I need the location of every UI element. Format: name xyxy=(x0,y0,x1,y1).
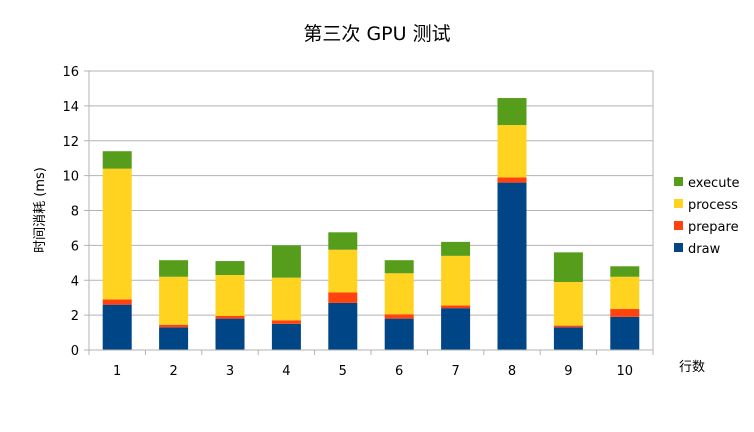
y-tick-label: 10 xyxy=(62,170,79,185)
x-tick-label: 8 xyxy=(508,364,516,379)
x-tick-label: 5 xyxy=(339,364,347,379)
bar-execute-4 xyxy=(271,245,301,278)
bar-process-2 xyxy=(159,276,189,325)
bar-process-9 xyxy=(553,281,583,326)
bar-execute-5 xyxy=(328,232,358,250)
bar-execute-10 xyxy=(610,266,640,277)
x-tick-label: 1 xyxy=(113,364,121,379)
y-axis-label: 时间消耗 (ms) xyxy=(33,167,48,253)
bar-execute-8 xyxy=(497,98,527,126)
bar-draw-3 xyxy=(215,318,245,350)
bar-execute-2 xyxy=(159,260,189,277)
bar-prepare-7 xyxy=(441,305,471,309)
bar-process-3 xyxy=(215,275,245,316)
bar-draw-7 xyxy=(441,308,471,350)
bar-process-5 xyxy=(328,249,358,293)
legend-swatch-process xyxy=(674,199,683,208)
bar-draw-1 xyxy=(102,304,132,350)
x-tick-label: 6 xyxy=(395,364,403,379)
bar-prepare-9 xyxy=(553,325,583,328)
x-tick-label: 9 xyxy=(564,364,572,379)
legend-label-process: process xyxy=(688,198,738,213)
x-tick-label: 7 xyxy=(451,364,459,379)
bar-draw-5 xyxy=(328,302,358,350)
bar-draw-6 xyxy=(384,318,414,350)
bar-draw-10 xyxy=(610,316,640,350)
y-tick-label: 12 xyxy=(62,135,79,150)
bar-execute-3 xyxy=(215,261,245,276)
bar-process-4 xyxy=(271,277,301,321)
bar-process-10 xyxy=(610,276,640,310)
bar-prepare-1 xyxy=(102,299,132,305)
chart-title: 第三次 GPU 测试 xyxy=(303,23,450,45)
bar-prepare-8 xyxy=(497,177,527,183)
legend-swatch-execute xyxy=(674,177,683,186)
x-tick-label: 2 xyxy=(169,364,177,379)
y-tick-label: 6 xyxy=(71,239,79,254)
bar-prepare-4 xyxy=(271,320,301,324)
bars xyxy=(102,98,640,350)
bar-prepare-6 xyxy=(384,314,414,319)
bar-execute-1 xyxy=(102,151,132,169)
bar-process-6 xyxy=(384,273,414,315)
legend-label-prepare: prepare xyxy=(688,220,739,235)
legend: execute process prepare draw xyxy=(674,176,740,257)
bar-prepare-5 xyxy=(328,292,358,303)
bar-execute-9 xyxy=(553,252,583,282)
bar-process-7 xyxy=(441,255,471,306)
bar-draw-9 xyxy=(553,327,583,350)
x-tick-label: 4 xyxy=(282,364,290,379)
legend-swatch-draw xyxy=(674,243,683,252)
bar-draw-8 xyxy=(497,182,527,350)
y-tick-label: 14 xyxy=(62,100,79,115)
bar-execute-6 xyxy=(384,260,414,274)
y-tick-label: 8 xyxy=(71,205,79,220)
x-tick-label: 10 xyxy=(617,364,634,379)
bar-execute-7 xyxy=(441,241,471,256)
x-axis-label: 行数 xyxy=(679,360,705,375)
legend-label-draw: draw xyxy=(688,242,721,257)
bar-prepare-10 xyxy=(610,309,640,317)
y-tick-label: 16 xyxy=(62,65,79,80)
bar-draw-2 xyxy=(159,327,189,350)
y-tick-label: 4 xyxy=(71,274,79,289)
legend-swatch-prepare xyxy=(674,221,683,230)
x-tick-label: 3 xyxy=(226,364,234,379)
bar-process-8 xyxy=(497,125,527,178)
bar-prepare-3 xyxy=(215,315,245,319)
bar-prepare-2 xyxy=(159,324,189,328)
bar-draw-4 xyxy=(271,323,301,350)
y-tick-label: 2 xyxy=(71,309,79,324)
y-tick-label: 0 xyxy=(71,344,79,359)
bar-process-1 xyxy=(102,168,132,300)
legend-label-execute: execute xyxy=(688,176,740,191)
